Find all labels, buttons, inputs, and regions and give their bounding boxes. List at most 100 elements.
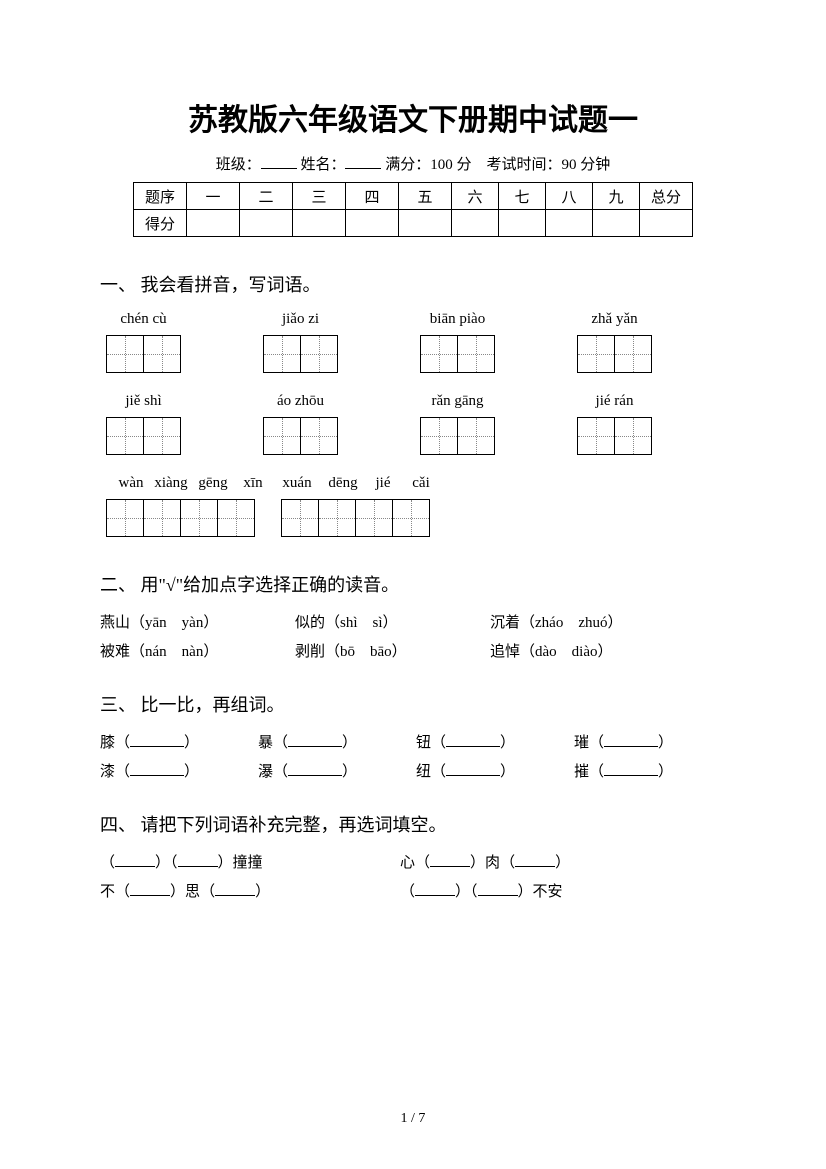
fullscore-value: 100 分 [430, 157, 471, 173]
section4-body: （）（）撞撞 心（）肉（） 不（）思（） （）（）不安 [100, 851, 726, 901]
q4-blank[interactable] [415, 880, 455, 896]
q2-char: 似的 [295, 615, 325, 631]
char-box[interactable] [263, 335, 301, 373]
char-box[interactable] [420, 417, 458, 455]
score-cell[interactable] [499, 210, 546, 237]
char-box[interactable] [355, 499, 393, 537]
q2-opts[interactable]: （bō bāo） [325, 644, 407, 660]
score-cell[interactable] [293, 210, 346, 237]
q4-blank[interactable] [178, 851, 218, 867]
pinyin-text: biān piào [430, 311, 485, 329]
char-box[interactable] [106, 499, 144, 537]
q3-blank[interactable] [288, 731, 342, 747]
char-box[interactable] [300, 417, 338, 455]
pinyin-block: zhǎ yǎn [577, 311, 652, 373]
q2-item: 追悼（dào diào） [490, 640, 613, 661]
q3-blank[interactable] [604, 731, 658, 747]
q2-item: 似的（shì sì） [295, 611, 490, 632]
score-header-cell: 七 [499, 183, 546, 210]
q3-blank[interactable] [604, 760, 658, 776]
q3-blank[interactable] [130, 760, 184, 776]
score-header-cell: 九 [593, 183, 640, 210]
char-box[interactable] [143, 417, 181, 455]
q4-blank[interactable] [115, 851, 155, 867]
score-header-cell: 二 [240, 183, 293, 210]
pinyin-row: jiě shì áo zhōu rǎn gāng jié rán [100, 393, 726, 455]
char-boxes [577, 417, 652, 455]
char-box[interactable] [180, 499, 218, 537]
char-box[interactable] [420, 335, 458, 373]
pinyin-block: jiǎo zi [263, 311, 338, 373]
q4-item: （）（）撞撞 [100, 851, 400, 872]
pinyin-syllables: wàn xiàng gēng xīn xuán dēng jié cǎi [112, 475, 726, 499]
char-box[interactable] [577, 417, 615, 455]
char-box[interactable] [143, 335, 181, 373]
score-cell[interactable] [593, 210, 640, 237]
score-cell[interactable] [187, 210, 240, 237]
section3-body: 膝（） 暴（） 钮（） 璀（） 漆（） 瀑（） 纽（） 摧（） [100, 731, 726, 781]
q2-opts[interactable]: （shì sì） [325, 615, 398, 631]
q4-blank[interactable] [478, 880, 518, 896]
char-boxes [263, 335, 338, 373]
q3-blank[interactable] [446, 731, 500, 747]
char-box[interactable] [614, 335, 652, 373]
char-box[interactable] [300, 335, 338, 373]
q4-blank[interactable] [215, 880, 255, 896]
char-boxes-long-row [100, 499, 726, 537]
time-value: 90 分钟 [562, 157, 611, 173]
char-box[interactable] [263, 417, 301, 455]
char-box[interactable] [217, 499, 255, 537]
page: 苏教版六年级语文下册期中试题一 班级： 姓名： 满分：100 分 考试时间：90… [0, 0, 826, 1169]
q4-text: 不安 [533, 884, 563, 900]
char-boxes [263, 417, 338, 455]
pinyin-text: zhǎ yǎn [591, 311, 637, 329]
char-box[interactable] [614, 417, 652, 455]
score-cell[interactable] [640, 210, 693, 237]
char-box[interactable] [106, 335, 144, 373]
q2-opts[interactable]: （nán nàn） [130, 644, 218, 660]
pinyin-block: rǎn gāng [420, 393, 495, 455]
char-boxes [577, 335, 652, 373]
score-header-cell: 三 [293, 183, 346, 210]
score-header-cell: 八 [546, 183, 593, 210]
q3-blank[interactable] [446, 760, 500, 776]
q4-blank[interactable] [515, 851, 555, 867]
score-cell[interactable] [346, 210, 399, 237]
pinyin-block: jié rán [577, 393, 652, 455]
char-box[interactable] [106, 417, 144, 455]
char-boxes [281, 499, 430, 537]
char-box[interactable] [577, 335, 615, 373]
score-cell[interactable] [399, 210, 452, 237]
score-header-cell: 六 [452, 183, 499, 210]
q4-blank[interactable] [430, 851, 470, 867]
pinyin-text: jié rán [596, 393, 634, 411]
q2-char: 燕山 [100, 615, 130, 631]
class-blank[interactable] [261, 153, 297, 169]
score-cell[interactable] [240, 210, 293, 237]
score-header-cell: 一 [187, 183, 240, 210]
q3-item: 摧（） [574, 760, 673, 781]
char-box[interactable] [143, 499, 181, 537]
score-cell[interactable] [546, 210, 593, 237]
q4-blank[interactable] [130, 880, 170, 896]
q4-item: 心（）肉（） [400, 851, 570, 872]
pinyin-text: áo zhōu [277, 393, 324, 411]
char-box[interactable] [457, 417, 495, 455]
pinyin-text: xīn [234, 475, 272, 493]
pinyin-text: jiǎo zi [282, 311, 319, 329]
q3-blank[interactable] [288, 760, 342, 776]
q3-blank[interactable] [130, 731, 184, 747]
q2-opts[interactable]: （yān yàn） [130, 615, 218, 631]
char-box[interactable] [457, 335, 495, 373]
char-box[interactable] [392, 499, 430, 537]
pinyin-text: rǎn gāng [431, 393, 483, 411]
name-blank[interactable] [345, 153, 381, 169]
q2-opts[interactable]: （zháo zhuó） [520, 615, 622, 631]
q2-item: 燕山（yān yàn） [100, 611, 295, 632]
q3-char: 漆 [100, 764, 115, 780]
q2-opts[interactable]: （dào diào） [520, 644, 612, 660]
score-cell[interactable] [452, 210, 499, 237]
char-box[interactable] [281, 499, 319, 537]
q3-item: 璀（） [574, 731, 673, 752]
char-box[interactable] [318, 499, 356, 537]
